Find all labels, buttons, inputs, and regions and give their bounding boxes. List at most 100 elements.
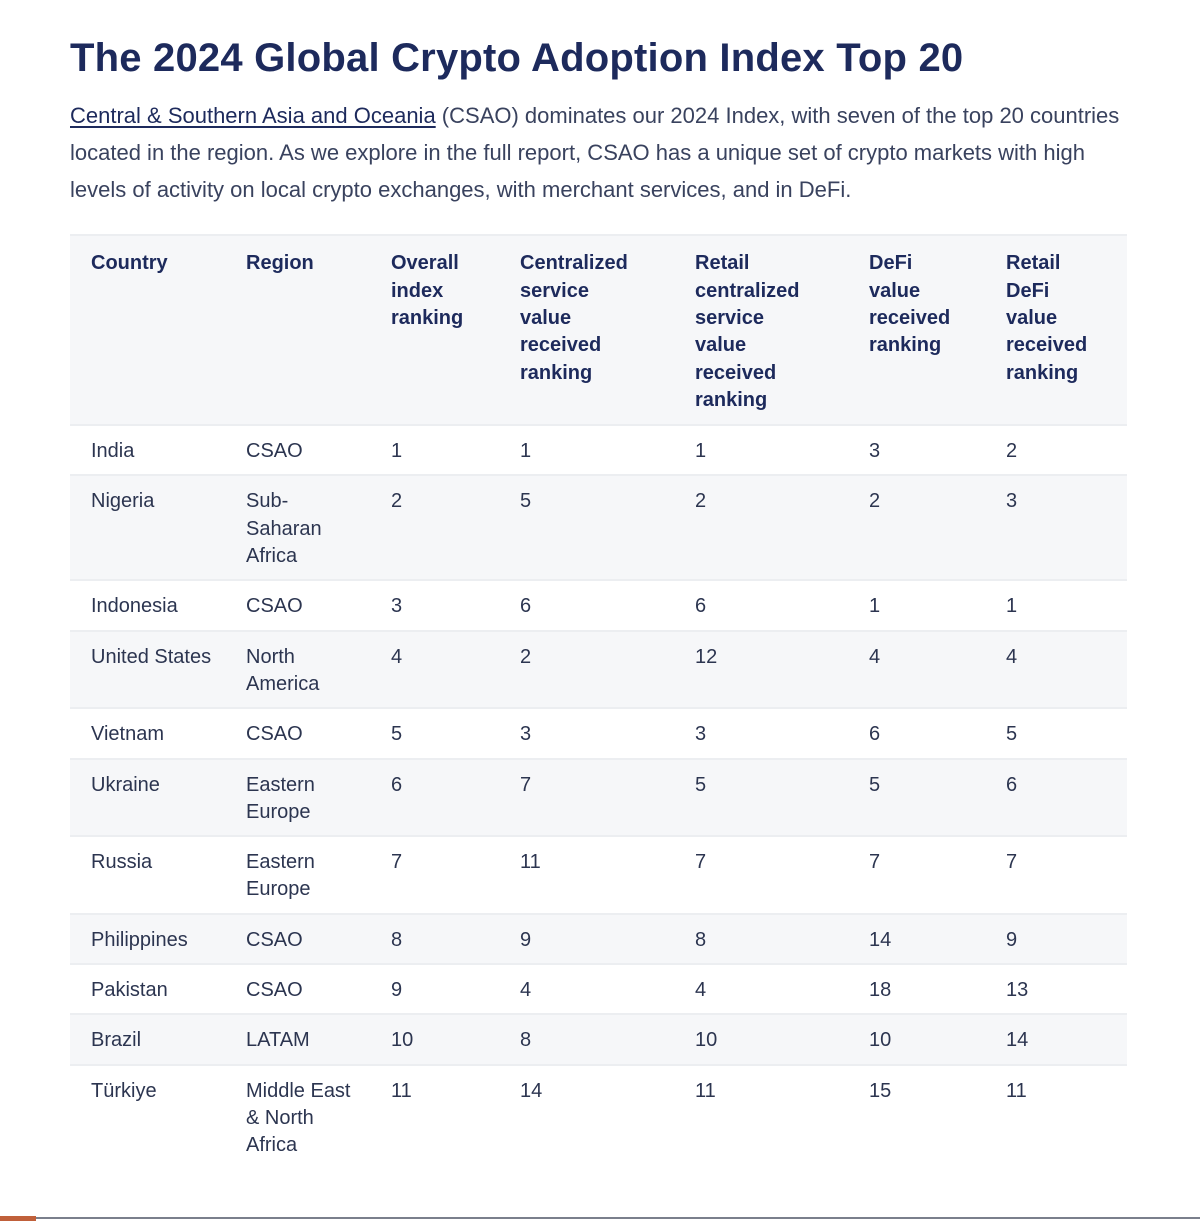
corner-mark: [0, 1216, 36, 1221]
cell-country: Indonesia: [70, 579, 225, 631]
header-region: Region: [225, 234, 370, 426]
cell-retail-defi-rank: 1: [985, 579, 1127, 631]
cell-retail-centralized-rank: 4: [674, 963, 848, 1015]
cell-country: Türkiye: [70, 1063, 225, 1169]
cell-region: CSAO: [225, 963, 370, 1015]
header-country: Country: [70, 234, 225, 426]
cell-region: North America: [225, 629, 370, 709]
cell-region: Eastern Europe: [225, 835, 370, 914]
cell-retail-defi-rank: 6: [985, 757, 1127, 837]
cell-region: Sub-Saharan Africa: [225, 474, 370, 581]
cell-overall-rank: 11: [370, 1063, 499, 1169]
cell-country: Russia: [70, 835, 225, 914]
csao-link[interactable]: Central & Southern Asia and Oceania: [70, 103, 436, 128]
cell-overall-rank: 3: [370, 579, 499, 631]
cell-overall-rank: 8: [370, 912, 499, 965]
header-overall-index-ranking: Overall index ranking: [370, 234, 499, 426]
cell-defi-rank: 2: [848, 474, 985, 581]
table-row: Ukraine Eastern Europe 6 7 5 5 6: [70, 757, 1127, 837]
cell-country: Nigeria: [70, 474, 225, 581]
table-body: India CSAO 1 1 1 3 2 Nigeria Sub-Saharan Africa 2…: [70, 424, 1127, 1169]
header-defi-ranking: DeFi value received ranking: [848, 234, 985, 426]
cell-country: Brazil: [70, 1013, 225, 1065]
cell-retail-defi-rank: 14: [985, 1013, 1127, 1065]
table-row: India CSAO 1 1 1 3 2: [70, 424, 1127, 476]
table-row: Philippines CSAO 8 9 8 14 9: [70, 912, 1127, 965]
cell-defi-rank: 1: [848, 579, 985, 631]
cell-retail-defi-rank: 11: [985, 1063, 1127, 1169]
table-header-row: Country Region Overall index ranking Cen…: [70, 234, 1127, 426]
cell-retail-centralized-rank: 7: [674, 835, 848, 914]
cell-overall-rank: 10: [370, 1013, 499, 1065]
cell-defi-rank: 14: [848, 912, 985, 965]
cell-defi-rank: 4: [848, 629, 985, 709]
cell-centralized-rank: 14: [499, 1063, 674, 1169]
cell-retail-defi-rank: 3: [985, 474, 1127, 581]
cell-retail-centralized-rank: 8: [674, 912, 848, 965]
table-row: Russia Eastern Europe 7 11 7 7 7: [70, 835, 1127, 914]
cell-retail-centralized-rank: 12: [674, 629, 848, 709]
cell-centralized-rank: 7: [499, 757, 674, 837]
adoption-index-table: Country Region Overall index ranking Cen…: [70, 234, 1127, 1169]
cell-overall-rank: 5: [370, 707, 499, 759]
cell-region: LATAM: [225, 1013, 370, 1065]
cell-country: India: [70, 424, 225, 476]
table-row: Brazil LATAM 10 8 10 10 14: [70, 1013, 1127, 1065]
cell-retail-defi-rank: 5: [985, 707, 1127, 759]
cell-region: CSAO: [225, 912, 370, 965]
cell-retail-defi-rank: 2: [985, 424, 1127, 476]
cell-defi-rank: 7: [848, 835, 985, 914]
cell-retail-centralized-rank: 2: [674, 474, 848, 581]
cell-centralized-rank: 3: [499, 707, 674, 759]
cell-country: Pakistan: [70, 963, 225, 1015]
cell-region: CSAO: [225, 707, 370, 759]
header-centralized-service-ranking: Centralized service value received ranki…: [499, 234, 674, 426]
cell-country: Philippines: [70, 912, 225, 965]
table-row: Vietnam CSAO 5 3 3 6 5: [70, 707, 1127, 759]
cell-country: United States: [70, 629, 225, 709]
cell-centralized-rank: 1: [499, 424, 674, 476]
cell-country: Ukraine: [70, 757, 225, 837]
cell-overall-rank: 2: [370, 474, 499, 581]
cell-retail-centralized-rank: 5: [674, 757, 848, 837]
intro-paragraph: Central & Southern Asia and Oceania (CSA…: [70, 98, 1120, 208]
cell-overall-rank: 1: [370, 424, 499, 476]
table-row: Türkiye Middle East & North Africa 11 14 11 1…: [70, 1063, 1127, 1169]
cell-region: CSAO: [225, 579, 370, 631]
cell-retail-defi-rank: 7: [985, 835, 1127, 914]
cell-defi-rank: 6: [848, 707, 985, 759]
intro-text: (CSAO) dominates our 2024 Index, with se…: [70, 103, 1120, 202]
cell-retail-centralized-rank: 1: [674, 424, 848, 476]
cell-centralized-rank: 6: [499, 579, 674, 631]
table-row: Pakistan CSAO 9 4 4 18 13: [70, 963, 1127, 1015]
cell-retail-defi-rank: 4: [985, 629, 1127, 709]
cell-retail-centralized-rank: 11: [674, 1063, 848, 1169]
table-row: United States North America 4 2 12 4 4: [70, 629, 1127, 709]
cell-region: CSAO: [225, 424, 370, 476]
cell-region: Middle East & North Africa: [225, 1063, 370, 1169]
page-title: The 2024 Global Crypto Adoption Index To…: [70, 36, 964, 80]
cell-centralized-rank: 8: [499, 1013, 674, 1065]
table-row: Nigeria Sub-Saharan Africa 2 5 2 2 3: [70, 474, 1127, 581]
cell-defi-rank: 18: [848, 963, 985, 1015]
cell-retail-centralized-rank: 10: [674, 1013, 848, 1065]
cell-centralized-rank: 9: [499, 912, 674, 965]
cell-retail-defi-rank: 9: [985, 912, 1127, 965]
article: The 2024 Global Crypto Adoption Index To…: [70, 30, 1127, 1169]
cell-overall-rank: 4: [370, 629, 499, 709]
cell-defi-rank: 3: [848, 424, 985, 476]
cell-retail-centralized-rank: 6: [674, 579, 848, 631]
cell-centralized-rank: 5: [499, 474, 674, 581]
cell-region: Eastern Europe: [225, 757, 370, 837]
table-row: Indonesia CSAO 3 6 6 1 1: [70, 579, 1127, 631]
cell-overall-rank: 6: [370, 757, 499, 837]
header-retail-defi-ranking: Retail DeFi value received ranking: [985, 234, 1127, 426]
cell-overall-rank: 9: [370, 963, 499, 1015]
cell-retail-centralized-rank: 3: [674, 707, 848, 759]
cell-defi-rank: 15: [848, 1063, 985, 1169]
cell-defi-rank: 10: [848, 1013, 985, 1065]
cell-defi-rank: 5: [848, 757, 985, 837]
cell-centralized-rank: 2: [499, 629, 674, 709]
cell-country: Vietnam: [70, 707, 225, 759]
cell-retail-defi-rank: 13: [985, 963, 1127, 1015]
